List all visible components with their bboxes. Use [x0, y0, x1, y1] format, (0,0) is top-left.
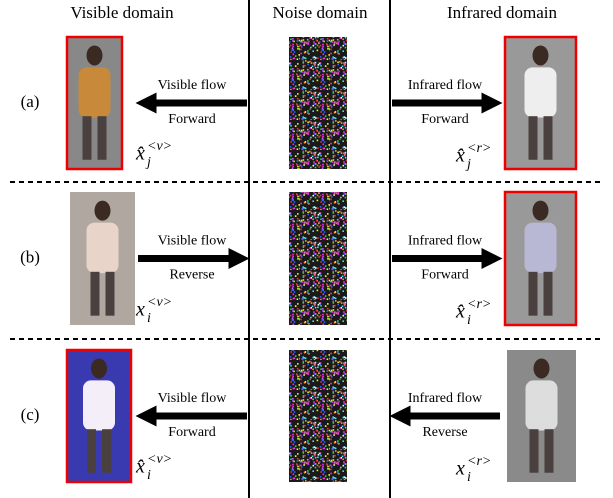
person-head [87, 45, 103, 65]
math-symbol: x [455, 458, 465, 480]
flow-direction: Forward [421, 112, 468, 127]
math-symbol: x [135, 299, 145, 321]
person-leg [102, 429, 111, 473]
person-body [526, 380, 558, 430]
flow-name: Visible flow [158, 391, 228, 406]
math-subscript: i [147, 311, 151, 326]
math-symbol: x̂ [455, 145, 465, 167]
person-body [83, 380, 115, 430]
flow-direction: Forward [168, 112, 215, 127]
person-leg [91, 272, 100, 316]
person-leg [87, 429, 96, 473]
row-label: (c) [21, 405, 40, 424]
math-superscript: <r> [467, 454, 491, 469]
person-head [534, 358, 550, 378]
math-subscript: i [467, 313, 471, 328]
flow-name: Infrared flow [408, 78, 483, 93]
person-body [525, 67, 557, 117]
person-leg [530, 429, 539, 473]
person-leg [529, 116, 538, 160]
flow-direction: Forward [421, 268, 468, 283]
flow-direction: Forward [168, 425, 215, 440]
header: Infrared domain [447, 3, 557, 22]
noise-image [289, 350, 347, 482]
person-leg [544, 116, 553, 160]
math-superscript: <v> [147, 139, 172, 154]
person-leg [106, 272, 115, 316]
math-superscript: <v> [147, 452, 172, 467]
person-body [525, 223, 557, 274]
math-subscript: j [465, 157, 471, 172]
person-head [533, 201, 549, 221]
person-leg [544, 272, 553, 316]
row-label: (b) [20, 247, 40, 266]
flow-name: Visible flow [158, 234, 228, 249]
math-symbol: x̂ [455, 301, 465, 323]
flow-name: Infrared flow [408, 391, 483, 406]
person-body [87, 223, 119, 274]
header: Noise domain [273, 3, 368, 22]
math-subscript: i [147, 468, 151, 483]
person-head [91, 358, 107, 378]
math-superscript: <r> [467, 297, 491, 312]
person-leg [83, 116, 92, 160]
person-body [79, 67, 111, 117]
person-leg [98, 116, 107, 160]
figure: Visible domain Noise domain Infrared dom… [0, 0, 613, 498]
person-head [533, 45, 549, 65]
noise-image [289, 192, 347, 325]
flow-direction: Reverse [422, 425, 467, 440]
flow-direction: Reverse [169, 268, 214, 283]
math-symbol: x̂ [135, 143, 145, 165]
math-superscript: <v> [147, 295, 172, 310]
header: Visible domain [70, 3, 174, 22]
flow-name: Visible flow [158, 78, 228, 93]
person-head [95, 201, 111, 221]
person-leg [529, 272, 538, 316]
flow-name: Infrared flow [408, 234, 483, 249]
math-symbol: x̂ [135, 456, 145, 478]
math-subscript: j [145, 155, 151, 170]
person-leg [545, 429, 554, 473]
math-superscript: <r> [467, 141, 491, 156]
math-subscript: i [467, 470, 471, 485]
row-label: (a) [21, 92, 40, 111]
noise-image [289, 37, 347, 169]
